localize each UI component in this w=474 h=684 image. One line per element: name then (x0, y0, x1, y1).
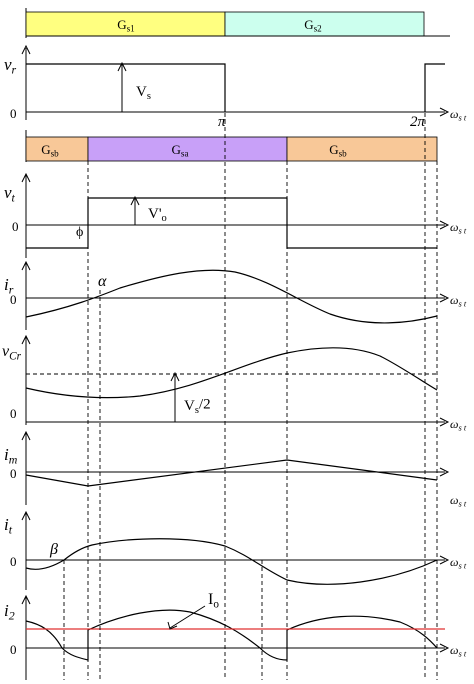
vr-x-arrow (439, 107, 450, 117)
ir-wave (25, 269, 438, 324)
gate-gsb-right-bar (286, 136, 438, 162)
dashed-guides (63, 64, 438, 680)
gate-gsa-label: Gsa (172, 142, 189, 159)
it-x-label: ωs t (450, 555, 467, 571)
im-x-label: ωs t (450, 493, 467, 509)
beta-annotation: β (49, 541, 58, 558)
ir-x-arrow (439, 293, 450, 303)
vr-x-label: ωs t (450, 107, 467, 123)
vo-arrow-head (130, 195, 140, 206)
vs-half-annotation: Vs/2 (184, 397, 211, 417)
vt-x-label: ωs t (450, 220, 467, 236)
ir-y-arrow (21, 260, 31, 271)
io-annotation: Io (208, 591, 219, 610)
vr-y-arrow (21, 44, 31, 55)
it-axis-label: it (4, 515, 13, 537)
vt-x-arrow (439, 220, 450, 230)
it-zero-label: 0 (10, 554, 17, 569)
vt-zero-label: 0 (12, 219, 19, 234)
vr-wave-positive (26, 63, 226, 112)
io-pointer-line (169, 605, 206, 629)
im-panel: im 0 ωs t (4, 430, 467, 509)
ir-axis-label: ir (4, 275, 14, 297)
gate-gs1-label: Gs1 (117, 17, 134, 34)
i2-zero-label: 0 (10, 642, 17, 657)
it-x-arrow (439, 555, 450, 565)
vo-annotation: V'o (148, 206, 167, 224)
it-panel: it 0 β ωs t (4, 510, 467, 590)
vs-arrow-head (117, 61, 127, 72)
gate-bar-top: Gs1 Gs2 (25, 8, 450, 38)
io-pointer-head (167, 621, 178, 630)
ir-zero-label: 0 (10, 292, 17, 307)
vs-annotation: Vs (136, 84, 151, 102)
gate-gs2-bar (224, 11, 425, 37)
vcr-zero-label: 0 (10, 406, 17, 421)
ir-panel: ir 0 α ωs t (4, 260, 467, 330)
im-x-arrow (439, 467, 450, 477)
vcr-y-arrow (21, 334, 31, 345)
pi-tick-label: π (218, 114, 226, 130)
vr-axis-label: vr (4, 55, 17, 77)
phi-annotation: ϕ (76, 225, 83, 240)
gate-bar-mid: Gsb Gsa Gsb (25, 130, 438, 162)
im-wave (25, 459, 438, 487)
gate-gsb-left-label: Gsb (41, 142, 59, 159)
vr-wave-rise (424, 63, 445, 112)
gate-gsb-left-bar (25, 136, 89, 162)
vt-wave (26, 197, 437, 249)
im-zero-label: 0 (10, 466, 17, 481)
i2-x-label: ωs t (450, 643, 467, 659)
it-y-arrow (21, 510, 31, 521)
i2-axis-label: i2 (4, 601, 15, 623)
vr-panel: vr 0 Vs π 2π ωs t (4, 44, 467, 130)
i2-panel: i2 0 Io ωs t (4, 591, 467, 680)
vcr-axis-label: vCr (2, 343, 22, 362)
ir-x-label: ωs t (450, 293, 467, 309)
alpha-annotation: α (98, 273, 107, 290)
vcr-x-label: ωs t (450, 417, 467, 433)
i2-x-arrow (439, 643, 450, 653)
im-y-arrow (21, 430, 31, 441)
vt-y-arrow (21, 172, 31, 183)
vcr-x-arrow (439, 417, 450, 427)
vr-zero-label: 0 (10, 106, 17, 121)
vcr-wave (25, 347, 438, 399)
i2-wave (25, 609, 438, 661)
vt-axis-label: vt (4, 183, 16, 205)
vcr-panel: vCr 0 Vs/2 ωs t (2, 334, 467, 433)
vt-panel: vt 0 V'o ϕ ωs t (4, 172, 467, 258)
two-pi-tick-label: 2π (410, 114, 426, 130)
gate-gs2-label: Gs2 (304, 17, 322, 34)
im-axis-label: im (4, 445, 18, 467)
gate-gsb-right-label: Gsb (329, 142, 347, 159)
i2-y-arrow (21, 594, 31, 605)
vs-half-arrow-head (170, 371, 180, 382)
